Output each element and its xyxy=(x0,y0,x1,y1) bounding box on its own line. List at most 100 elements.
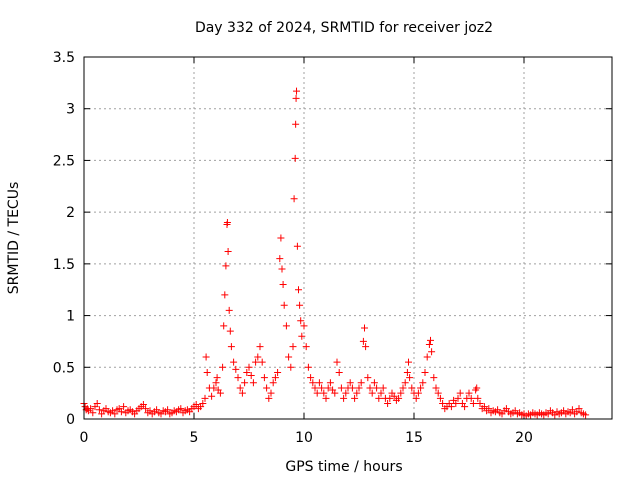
data-point xyxy=(473,384,481,392)
data-point xyxy=(370,379,378,387)
data-point xyxy=(469,399,477,407)
data-point xyxy=(412,394,420,402)
data-point xyxy=(434,389,442,397)
x-tick-label: 10 xyxy=(295,430,313,446)
data-point xyxy=(227,343,235,351)
data-point xyxy=(456,389,464,397)
data-point xyxy=(582,411,590,419)
data-point xyxy=(313,389,321,397)
y-tick-label: 1.5 xyxy=(53,257,75,273)
data-point xyxy=(213,374,221,382)
data-point xyxy=(241,379,249,387)
data-point xyxy=(480,403,488,411)
data-point xyxy=(485,405,493,413)
data-point xyxy=(307,374,315,382)
data-point xyxy=(290,195,298,203)
data-point xyxy=(289,343,297,351)
axis-ticks: 0 0.5 1 1.5 2 2.5 3 3.5 0 5 10 15 20 xyxy=(53,50,612,446)
data-point xyxy=(142,405,150,413)
data-point xyxy=(425,341,433,349)
data-point xyxy=(326,379,334,387)
plot-frame xyxy=(83,56,613,420)
data-point xyxy=(348,384,356,392)
data-point xyxy=(274,368,282,376)
data-point xyxy=(373,384,381,392)
data-point xyxy=(333,358,341,366)
data-point xyxy=(421,368,429,376)
data-point xyxy=(362,343,370,351)
y-axis-label: SRMTID / TECUs xyxy=(6,182,22,295)
y-tick-label: 1 xyxy=(66,309,75,325)
data-point xyxy=(417,384,425,392)
data-point xyxy=(225,306,233,314)
data-point xyxy=(309,379,317,387)
data-point xyxy=(210,384,218,392)
data-point xyxy=(322,394,330,402)
data-point xyxy=(236,384,244,392)
y-tick-label: 3.5 xyxy=(53,50,75,66)
data-point xyxy=(87,405,95,413)
x-tick-label: 15 xyxy=(405,430,423,446)
data-point xyxy=(401,379,409,387)
data-point xyxy=(117,408,125,416)
data-point xyxy=(111,410,119,418)
data-point xyxy=(216,389,224,397)
data-point xyxy=(575,405,583,413)
data-point xyxy=(291,154,299,162)
data-point xyxy=(164,406,172,414)
chart-title: Day 332 of 2024, SRMTID for receiver joz… xyxy=(195,20,493,36)
data-point xyxy=(399,384,407,392)
data-point xyxy=(359,337,367,345)
data-point xyxy=(263,384,271,392)
data-point xyxy=(377,389,385,397)
data-point xyxy=(230,358,238,366)
data-point xyxy=(467,394,475,402)
data-point xyxy=(177,405,185,413)
data-point xyxy=(203,368,211,376)
grid-lines xyxy=(84,57,612,419)
data-point xyxy=(298,332,306,340)
data-point xyxy=(282,322,290,330)
data-point xyxy=(199,399,207,407)
data-point xyxy=(258,358,266,366)
data-point xyxy=(221,291,229,299)
data-point xyxy=(430,374,438,382)
data-point xyxy=(232,365,240,373)
data-point xyxy=(292,120,300,128)
data-point xyxy=(428,348,436,356)
data-point xyxy=(474,394,482,402)
data-point xyxy=(337,384,345,392)
y-tick-label: 2.5 xyxy=(53,153,75,169)
data-point xyxy=(222,262,230,270)
data-point xyxy=(220,322,228,330)
data-point xyxy=(287,363,295,371)
data-point xyxy=(277,234,285,242)
data-point xyxy=(340,394,348,402)
data-point xyxy=(89,409,97,417)
data-point xyxy=(423,353,431,361)
data-point xyxy=(568,406,576,414)
data-point xyxy=(271,374,279,382)
data-point xyxy=(293,87,301,95)
data-point xyxy=(260,374,268,382)
data-point xyxy=(476,399,484,407)
data-point xyxy=(366,384,374,392)
data-point xyxy=(351,394,359,402)
x-tick-label: 0 xyxy=(80,430,89,446)
data-point xyxy=(224,247,232,255)
data-point xyxy=(202,353,210,361)
data-point xyxy=(384,399,392,407)
data-point xyxy=(315,379,323,387)
data-point xyxy=(353,389,361,397)
y-tick-label: 0.5 xyxy=(53,360,75,376)
data-point xyxy=(454,394,462,402)
data-point xyxy=(405,358,412,366)
x-axis-label: GPS time / hours xyxy=(285,459,402,475)
data-point xyxy=(318,384,326,392)
data-point xyxy=(342,389,350,397)
data-point xyxy=(439,399,447,407)
data-point xyxy=(269,379,277,387)
data-point xyxy=(192,401,200,409)
